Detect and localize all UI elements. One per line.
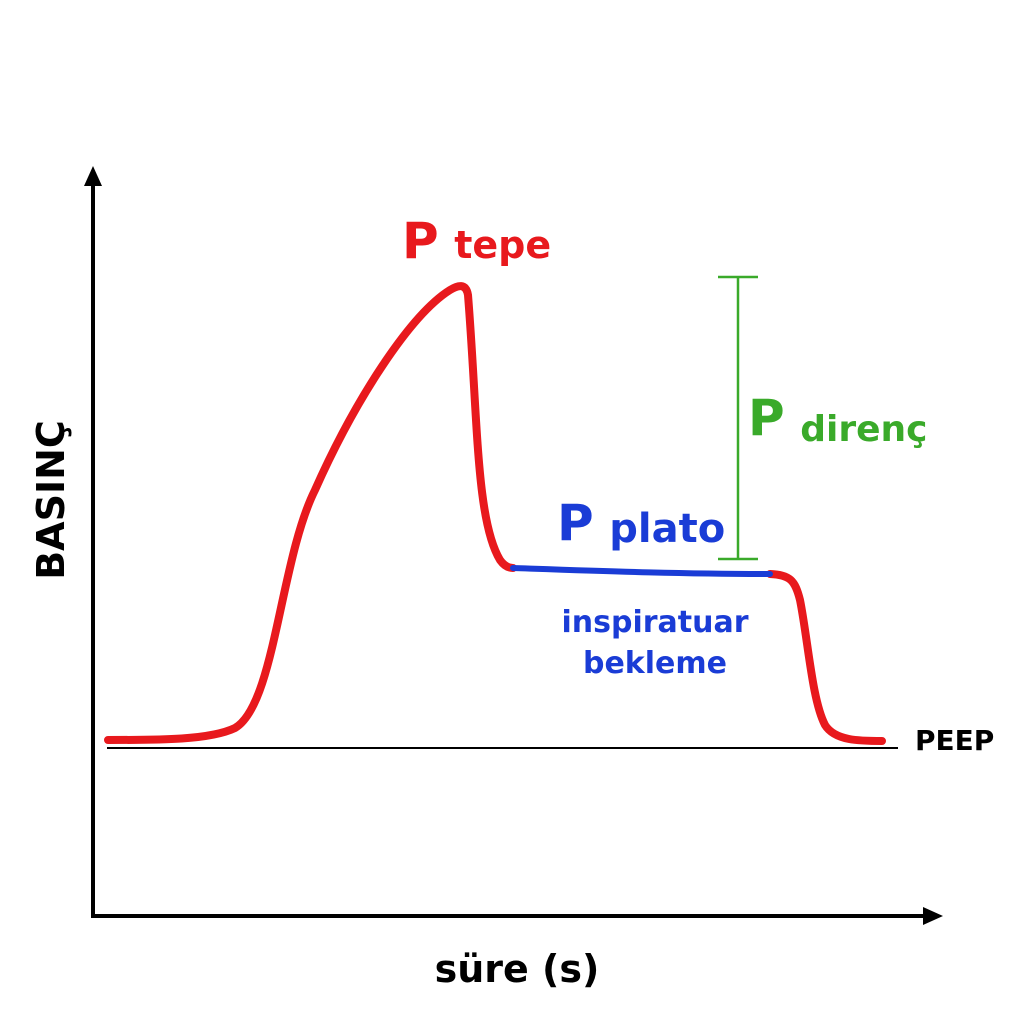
pressure-curve-fall — [766, 570, 886, 745]
plateau-label-main: P — [557, 494, 594, 552]
x-axis-arrow-icon — [923, 907, 943, 925]
plateau-segment — [510, 565, 773, 577]
peak-label-main: P — [402, 212, 439, 270]
hold-label-line2: bekleme — [583, 646, 727, 681]
resistance-label-sub: direnç — [800, 409, 927, 450]
resistance-pressure-label: P direnç — [748, 389, 927, 450]
hold-label-line1: inspiratuar — [561, 605, 748, 640]
y-axis-arrow-icon — [84, 166, 102, 186]
peak-label-sub: tepe — [454, 223, 551, 267]
plateau-pressure-label: P plato — [557, 494, 725, 552]
pressure-curve-rise — [104, 282, 517, 744]
y-axis-label: BASINÇ — [29, 420, 73, 580]
peak-pressure-label: P tepe — [402, 212, 551, 270]
x-axis-label: süre (s) — [435, 947, 600, 991]
plateau-label-sub: plato — [609, 506, 725, 552]
peep-label: PEEP — [915, 724, 994, 757]
resistance-label-main: P — [748, 389, 785, 447]
